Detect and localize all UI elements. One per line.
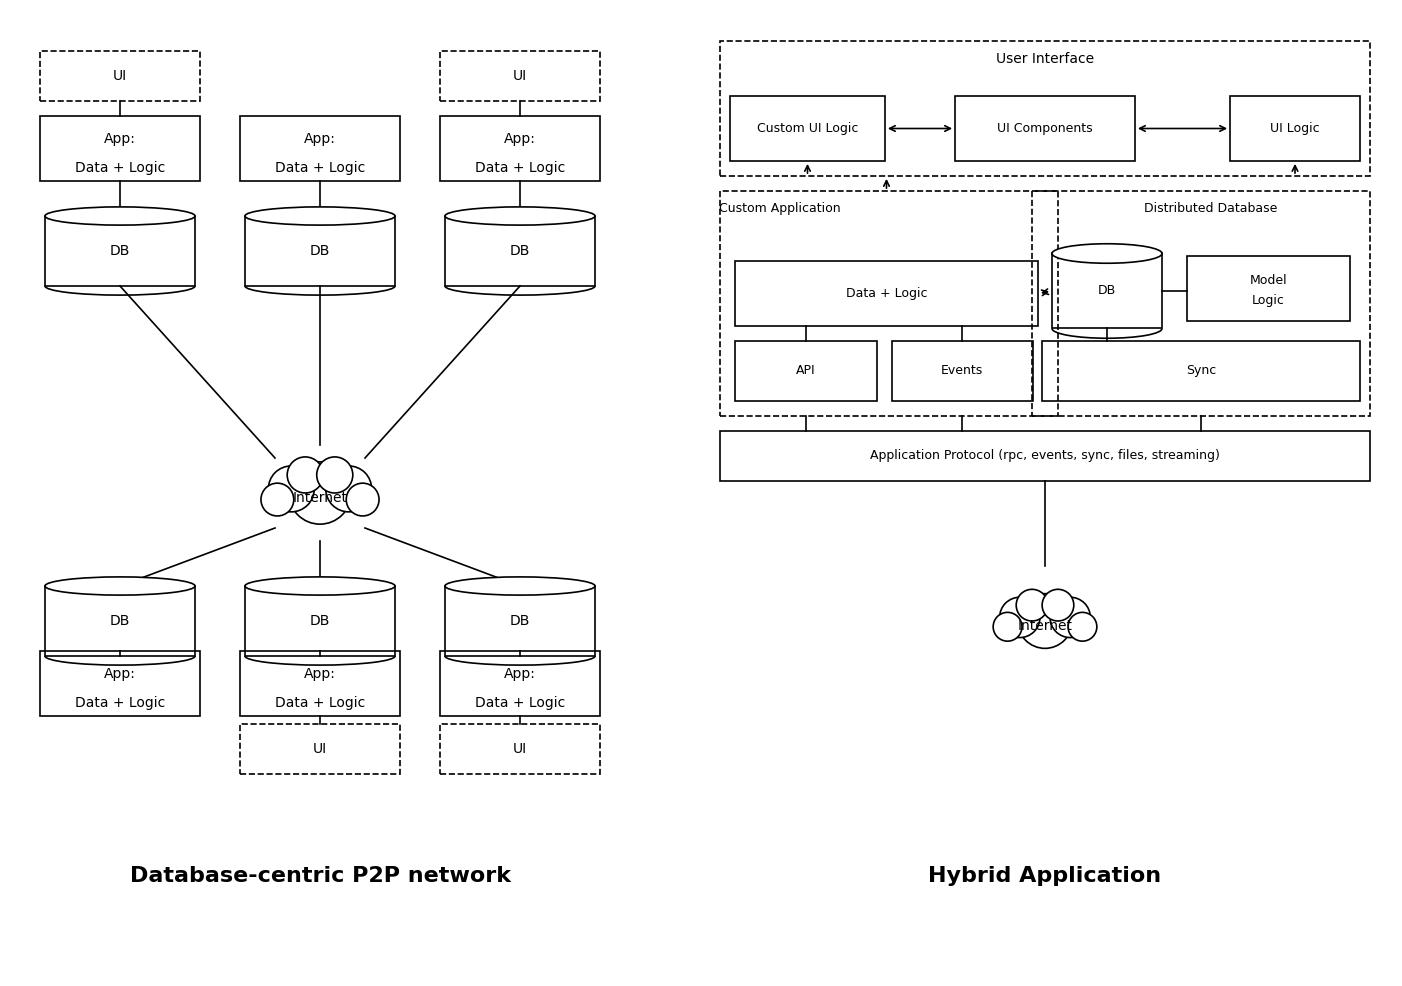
Text: Custom Application: Custom Application: [719, 202, 841, 216]
Text: App:: App:: [505, 132, 536, 146]
Ellipse shape: [45, 207, 195, 225]
Text: UI Components: UI Components: [997, 122, 1092, 135]
Text: Logic: Logic: [1252, 294, 1286, 307]
Text: UI: UI: [513, 742, 527, 756]
Circle shape: [1018, 594, 1073, 649]
Text: DB: DB: [109, 614, 130, 628]
Bar: [444, 586, 594, 656]
Bar: [240, 116, 400, 181]
Text: Data + Logic: Data + Logic: [74, 696, 165, 710]
Text: Data + Logic: Data + Logic: [475, 696, 565, 710]
Bar: [721, 431, 1370, 481]
Circle shape: [1042, 590, 1074, 621]
Bar: [1052, 253, 1162, 328]
Bar: [45, 216, 195, 286]
Bar: [245, 586, 395, 656]
Text: App:: App:: [304, 132, 336, 146]
Text: UI Logic: UI Logic: [1270, 122, 1319, 135]
Text: Model: Model: [1249, 274, 1287, 287]
Bar: [955, 96, 1136, 161]
Circle shape: [289, 461, 350, 525]
Bar: [721, 41, 1370, 176]
Text: DB: DB: [310, 244, 331, 258]
Text: Data + Logic: Data + Logic: [845, 287, 927, 300]
Text: Events: Events: [941, 365, 983, 378]
Text: DB: DB: [109, 244, 130, 258]
Circle shape: [261, 483, 294, 516]
Text: App:: App:: [505, 667, 536, 681]
Bar: [440, 651, 600, 716]
Text: Data + Logic: Data + Logic: [275, 696, 365, 710]
Bar: [730, 96, 885, 161]
Circle shape: [287, 457, 324, 493]
Text: DB: DB: [310, 614, 331, 628]
Text: Internet: Internet: [1018, 619, 1073, 633]
Bar: [240, 724, 400, 774]
Bar: [440, 724, 600, 774]
Text: API: API: [796, 365, 816, 378]
Bar: [1187, 256, 1350, 321]
Bar: [440, 51, 600, 101]
Text: DB: DB: [510, 614, 530, 628]
Text: App:: App:: [104, 667, 136, 681]
Bar: [41, 116, 200, 181]
Text: Application Protocol (rpc, events, sync, files, streaming): Application Protocol (rpc, events, sync,…: [871, 450, 1220, 462]
Text: UI: UI: [313, 742, 327, 756]
Circle shape: [1016, 590, 1047, 621]
Bar: [735, 261, 1037, 326]
Ellipse shape: [1052, 244, 1162, 263]
Bar: [1032, 191, 1370, 416]
Text: User Interface: User Interface: [995, 52, 1094, 66]
Text: App:: App:: [304, 667, 336, 681]
Text: Hybrid Application: Hybrid Application: [928, 866, 1162, 886]
Text: Data + Logic: Data + Logic: [275, 161, 365, 175]
Text: DB: DB: [1098, 285, 1116, 298]
Text: Internet: Internet: [293, 491, 348, 505]
Circle shape: [325, 466, 372, 512]
Text: Distributed Database: Distributed Database: [1144, 202, 1277, 216]
Text: UI: UI: [513, 69, 527, 83]
Circle shape: [268, 466, 314, 512]
Bar: [240, 651, 400, 716]
Circle shape: [346, 483, 379, 516]
Ellipse shape: [245, 207, 395, 225]
Text: DB: DB: [510, 244, 530, 258]
Circle shape: [1000, 598, 1040, 638]
Bar: [721, 191, 1059, 416]
Text: Database-centric P2P network: Database-centric P2P network: [129, 866, 510, 886]
Bar: [41, 651, 200, 716]
Circle shape: [317, 457, 353, 493]
Ellipse shape: [45, 577, 195, 596]
Circle shape: [993, 612, 1022, 641]
Ellipse shape: [444, 207, 594, 225]
Ellipse shape: [444, 577, 594, 596]
Bar: [1230, 96, 1360, 161]
Bar: [735, 341, 876, 401]
Bar: [440, 116, 600, 181]
Text: UI: UI: [114, 69, 128, 83]
Text: Custom UI Logic: Custom UI Logic: [757, 122, 858, 135]
Bar: [892, 341, 1033, 401]
Circle shape: [1068, 612, 1096, 641]
Text: App:: App:: [104, 132, 136, 146]
Bar: [45, 586, 195, 656]
Bar: [444, 216, 594, 286]
Text: Data + Logic: Data + Logic: [475, 161, 565, 175]
Bar: [245, 216, 395, 286]
Text: Sync: Sync: [1186, 365, 1216, 378]
Text: Data + Logic: Data + Logic: [74, 161, 165, 175]
Bar: [41, 51, 200, 101]
Circle shape: [1050, 598, 1091, 638]
Bar: [1042, 341, 1360, 401]
Ellipse shape: [245, 577, 395, 596]
